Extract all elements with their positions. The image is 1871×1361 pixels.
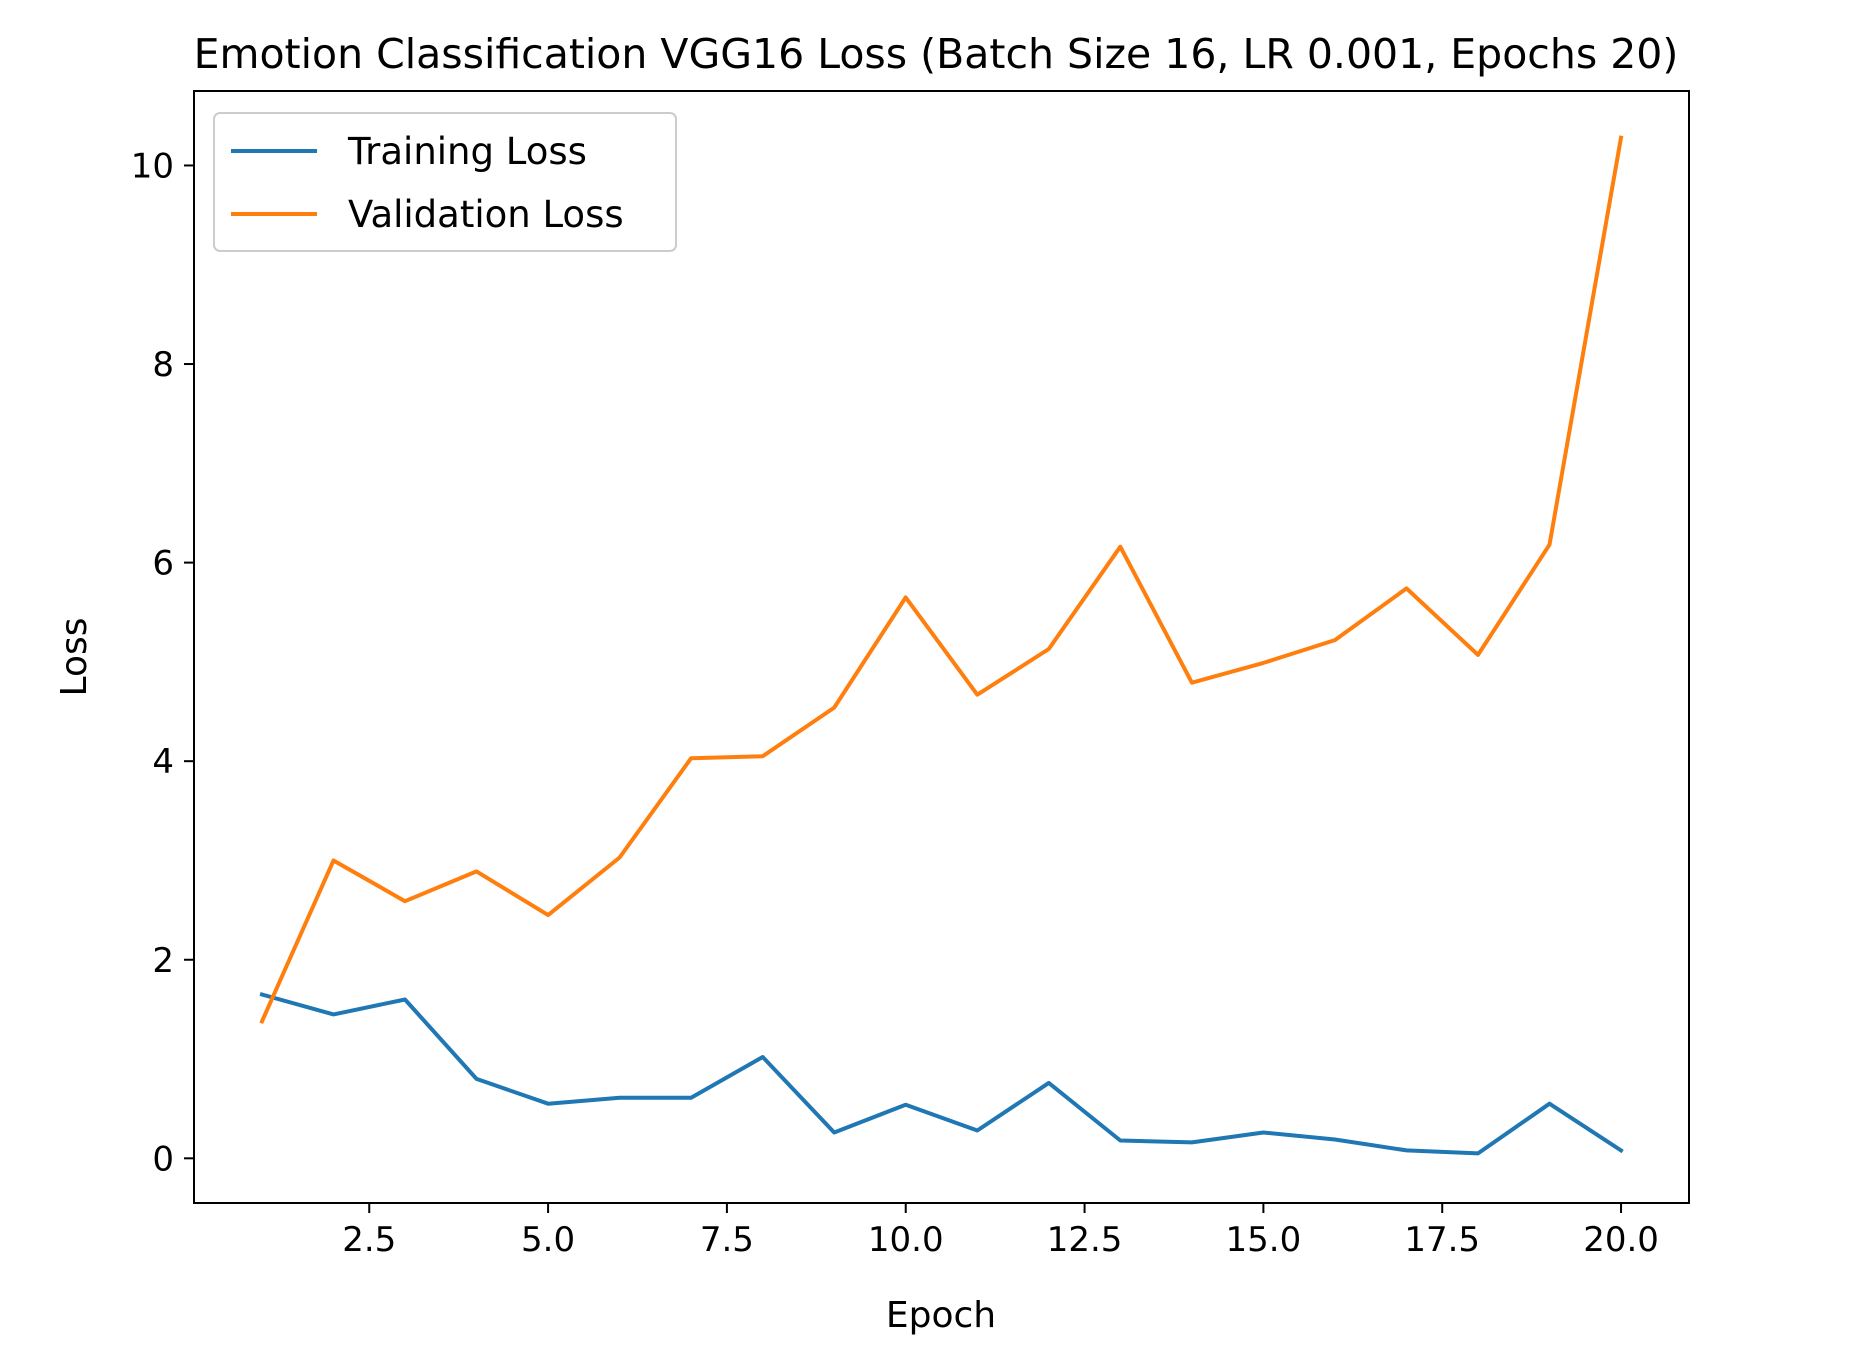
legend-box	[213, 112, 677, 252]
series-layer	[259, 135, 1624, 1156]
legend-label-validation-loss: Validation Loss	[348, 193, 624, 236]
y-tick-label: 4	[152, 742, 174, 782]
y-tick-label: 0	[152, 1139, 174, 1179]
plot-frame	[193, 90, 1690, 1204]
x-tick-label: 7.5	[700, 1220, 754, 1260]
x-tick-label: 15.0	[1226, 1220, 1302, 1260]
series-line-training-loss	[259, 992, 1624, 1156]
y-axis-ticks: 0 2 4 6 8 10	[131, 146, 194, 1179]
x-tick-label: 2.5	[342, 1220, 396, 1260]
x-tick-label: 17.5	[1404, 1220, 1480, 1260]
x-tick-label: 12.5	[1047, 1220, 1123, 1260]
legend-label-training-loss: Training Loss	[347, 130, 587, 173]
x-tick-label: 10.0	[868, 1220, 944, 1260]
y-axis-label: Loss	[54, 618, 95, 697]
x-tick-label: 5.0	[521, 1220, 575, 1260]
y-tick-label: 8	[152, 345, 174, 385]
x-axis-label: Epoch	[886, 1295, 996, 1336]
legend: Training Loss Validation Loss	[213, 112, 677, 252]
series-line-validation-loss	[259, 135, 1624, 1024]
x-tick-label: 20.0	[1583, 1220, 1659, 1260]
chart-title: Emotion Classification VGG16 Loss (Batch…	[194, 30, 1679, 78]
y-tick-label: 10	[131, 146, 174, 186]
y-tick-label: 6	[152, 544, 174, 584]
y-tick-label: 2	[152, 941, 174, 981]
x-axis-ticks: 2.5 5.0 7.5 10.0 12.5 15.0 17.5 20.0	[342, 1203, 1659, 1260]
